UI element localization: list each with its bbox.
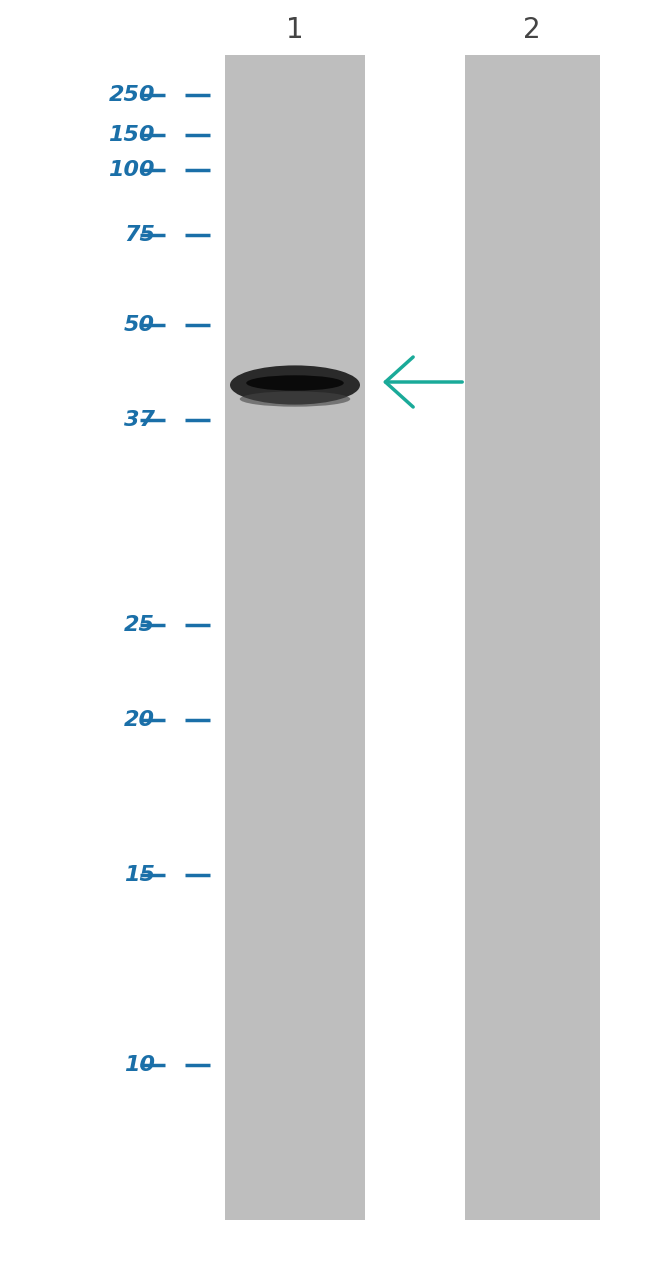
- Ellipse shape: [246, 376, 344, 391]
- Text: 25: 25: [124, 615, 155, 635]
- Text: 20: 20: [124, 710, 155, 730]
- Ellipse shape: [230, 366, 360, 405]
- Text: 150: 150: [109, 124, 155, 145]
- Text: 250: 250: [109, 85, 155, 105]
- Text: 50: 50: [124, 315, 155, 335]
- Text: 15: 15: [124, 865, 155, 885]
- Text: 1: 1: [286, 17, 304, 44]
- Text: 100: 100: [109, 160, 155, 180]
- Text: 2: 2: [523, 17, 541, 44]
- Text: 10: 10: [124, 1055, 155, 1074]
- Ellipse shape: [240, 391, 350, 406]
- Bar: [465, 55, 600, 1220]
- Text: 75: 75: [124, 225, 155, 245]
- Text: 37: 37: [124, 410, 155, 431]
- Bar: [225, 55, 365, 1220]
